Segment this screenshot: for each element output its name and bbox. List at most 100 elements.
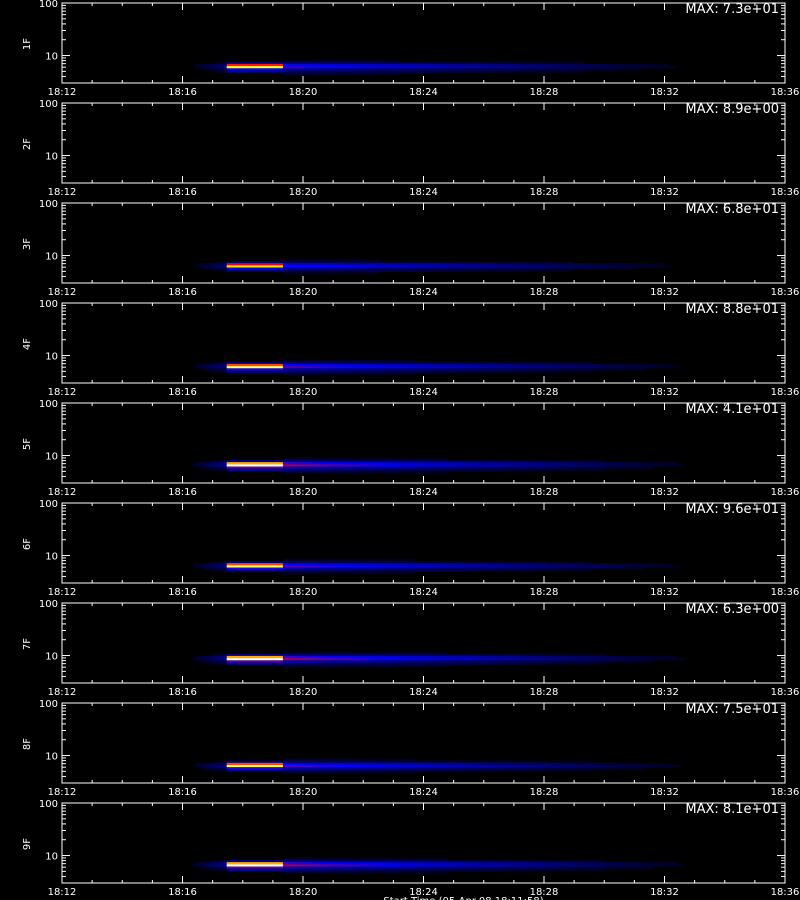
heatmap-cell: [299, 59, 304, 62]
heatmap-cell: [367, 72, 372, 75]
heatmap-cell: [254, 762, 260, 766]
heatmap-cell: [234, 662, 240, 665]
heatmap-cell: [383, 59, 388, 62]
heatmap-cell: [254, 366, 260, 369]
heatmap-cell: [499, 263, 505, 266]
heatmap-cell: [299, 765, 304, 768]
heatmap-cell: [588, 466, 593, 469]
heatmap-cell: [564, 61, 569, 64]
heatmap-cell: [303, 762, 308, 766]
heatmap-cell: [254, 569, 260, 572]
heatmap-cell: [511, 361, 517, 364]
heatmap-cell: [435, 563, 441, 566]
heatmap-cell: [628, 466, 633, 469]
heatmap-cell: [230, 468, 236, 471]
heatmap-cell: [660, 655, 666, 659]
heatmap-cell: [250, 563, 256, 566]
heatmap-cell: [523, 368, 529, 371]
heatmap-cell: [331, 63, 336, 67]
heatmap-cell: [387, 658, 392, 661]
heatmap-cell: [315, 457, 320, 460]
heatmap-cell: [347, 466, 352, 469]
heatmap-cell: [540, 459, 545, 463]
heatmap-cell: [242, 468, 248, 471]
heatmap-cell: [536, 269, 541, 272]
heatmap-cell: [262, 260, 268, 264]
heatmap-cell: [258, 762, 264, 766]
heatmap-cell: [311, 658, 316, 661]
heatmap-cell: [367, 363, 372, 367]
heatmap-cell: [519, 762, 525, 766]
heatmap-cell: [286, 366, 292, 369]
heatmap-cell: [315, 567, 320, 570]
heatmap-cell: [299, 258, 304, 261]
heatmap-cell: [379, 70, 384, 73]
heatmap-cell: [238, 769, 244, 772]
heatmap-cell: [564, 760, 569, 763]
heatmap-cell: [286, 464, 292, 467]
heatmap-cell: [379, 565, 384, 568]
heatmap-cell: [375, 271, 380, 275]
heatmap-cell: [335, 653, 340, 656]
heatmap-cell: [588, 769, 593, 772]
heatmap-cell: [282, 260, 288, 264]
heatmap-cell: [439, 563, 445, 566]
heatmap-cell: [315, 662, 320, 665]
heatmap-cell: [379, 765, 384, 768]
heatmap-cell: [363, 372, 368, 375]
heatmap-cell: [564, 466, 569, 469]
heatmap-cell: [588, 662, 593, 665]
heatmap-cell: [612, 263, 617, 266]
heatmap-cell: [580, 370, 585, 373]
heatmap-cell: [242, 662, 248, 665]
heatmap-cell: [307, 366, 312, 369]
heatmap-cell: [640, 464, 645, 467]
heatmap-cell: [226, 765, 232, 768]
heatmap-cell: [375, 269, 380, 272]
heatmap-cell: [367, 771, 372, 774]
heatmap-cell: [628, 464, 633, 467]
heatmap-cell: [379, 459, 384, 463]
heatmap-cell: [435, 260, 441, 264]
heatmap-cell: [536, 563, 541, 566]
heatmap-cell: [315, 765, 320, 768]
heatmap-cell: [592, 466, 597, 469]
heatmap-cell: [315, 265, 320, 268]
heatmap-cell: [507, 468, 513, 471]
heatmap-cell: [339, 571, 344, 575]
heatmap-cell: [270, 567, 276, 570]
heatmap-cell: [234, 468, 240, 471]
heatmap-cell: [628, 462, 633, 465]
heatmap-cell: [375, 372, 380, 375]
heatmap-cell: [311, 368, 316, 371]
heatmap-cell: [479, 767, 485, 770]
heatmap-cell: [568, 468, 573, 471]
heatmap-cell: [668, 565, 674, 568]
heatmap-cell: [463, 263, 469, 266]
heatmap-cell: [411, 470, 416, 474]
heatmap-cell: [238, 565, 244, 568]
heatmap-cell: [278, 464, 284, 467]
heatmap-cell: [399, 760, 404, 763]
heatmap-cell: [407, 758, 412, 761]
heatmap-cell: [411, 563, 416, 566]
heatmap-cell: [395, 267, 400, 270]
heatmap-cell: [455, 762, 461, 766]
heatmap-cell: [379, 361, 384, 364]
heatmap-cell: [375, 560, 380, 564]
heatmap-cell: [443, 651, 449, 654]
heatmap-cell: [572, 567, 577, 570]
heatmap-cell: [552, 361, 557, 364]
heatmap-cell: [234, 263, 240, 266]
heatmap-cell: [475, 567, 481, 570]
heatmap-cell: [447, 363, 453, 367]
heatmap-cell: [331, 59, 336, 62]
heatmap-cell: [262, 66, 268, 69]
heatmap-cell: [471, 363, 477, 367]
heatmap-cell: [331, 457, 336, 460]
heatmap-cell: [395, 363, 400, 367]
heatmap-cell: [560, 765, 565, 768]
heatmap-cell: [491, 466, 497, 469]
heatmap-cell: [295, 370, 300, 373]
heatmap-cell: [222, 368, 228, 371]
